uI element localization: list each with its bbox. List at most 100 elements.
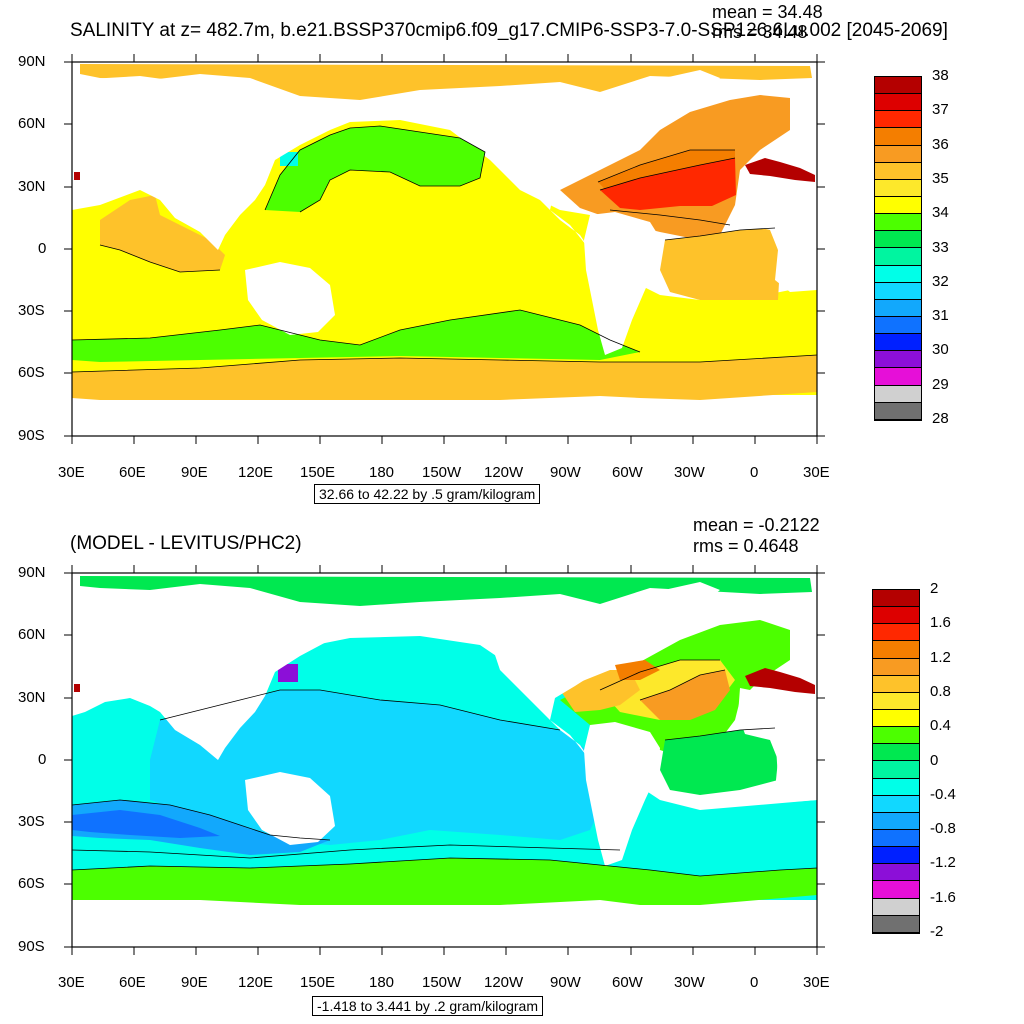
colorbar-swatch <box>873 812 919 830</box>
colorbar-label: 28 <box>932 410 949 427</box>
colorbar-label: 33 <box>932 238 949 256</box>
p1-lon-4: 150E <box>300 464 336 481</box>
colorbar-swatch <box>875 77 921 95</box>
panel1-title: SALINITY at z= 482.7m, b.e21.BSSP370cmip… <box>70 20 948 41</box>
colorbar-label: 30 <box>932 341 949 359</box>
p1-lon-3: 120E <box>238 464 274 481</box>
p1-lon-6: 150W <box>422 464 462 481</box>
p1-lon-9: 60W <box>612 464 643 481</box>
colorbar-swatch <box>875 248 921 266</box>
p2-lon-4: 150E <box>300 974 336 991</box>
panel1-rms: rms = 34.48 <box>712 22 808 42</box>
colorbar-swatch <box>875 368 921 386</box>
colorbar-swatch <box>875 402 921 420</box>
colorbar-label: 1.6 <box>930 614 951 632</box>
p2-lon-7: 120W <box>484 974 524 991</box>
p2-lon-10: 30W <box>674 974 705 991</box>
p1-lat-90s: 90S <box>18 427 45 444</box>
colorbar-swatch <box>875 94 921 112</box>
p2-lat-60n: 60N <box>18 626 46 643</box>
panel1-colorbar <box>874 76 922 421</box>
colorbar-swatch <box>873 607 919 625</box>
colorbar-label: -0.4 <box>930 785 956 803</box>
colorbar-label: 2 <box>930 580 939 597</box>
panel1-ticks <box>64 54 825 444</box>
colorbar-swatch <box>875 179 921 197</box>
p2-lat-0: 0 <box>38 751 47 768</box>
colorbar-label: -1.2 <box>930 854 956 872</box>
p2-lon-6: 150W <box>422 974 462 991</box>
colorbar-swatch <box>875 265 921 283</box>
p1-lat-30n: 30N <box>18 178 46 195</box>
colorbar-swatch <box>873 727 919 745</box>
p2-lon-12: 30E <box>803 974 830 991</box>
panel2-mean: mean = -0.2122 <box>693 515 820 535</box>
colorbar-swatch <box>875 385 921 403</box>
colorbar-label: 37 <box>932 101 949 119</box>
colorbar-swatch <box>875 316 921 335</box>
colorbar-swatch <box>873 829 919 848</box>
p1-lon-7: 120W <box>484 464 524 481</box>
p2-lat-30s: 30S <box>18 813 45 830</box>
colorbar-label: -0.8 <box>930 820 956 838</box>
colorbar-swatch <box>873 709 919 728</box>
p1-lat-0: 0 <box>38 240 47 257</box>
p2-lon-8: 90W <box>550 974 581 991</box>
colorbar-label: 31 <box>932 307 949 325</box>
panel2-caption: -1.418 to 3.441 by .2 gram/kilogram <box>312 996 544 1016</box>
p1-lon-1: 60E <box>119 464 146 481</box>
p1-lat-60n: 60N <box>18 115 46 132</box>
p2-lon-0: 30E <box>58 974 85 991</box>
p1-lon-11: 0 <box>750 464 759 481</box>
panel1-mean: mean = 34.48 <box>712 2 823 22</box>
panel2-ticks <box>64 565 825 955</box>
colorbar-swatch <box>873 898 919 916</box>
colorbar-swatch <box>875 282 921 300</box>
panel1-map <box>64 54 825 444</box>
p1-lon-0: 30E <box>58 464 85 481</box>
p1-lat-60s: 60S <box>18 364 45 381</box>
colorbar-swatch <box>873 795 919 813</box>
colorbar-swatch <box>873 761 919 779</box>
colorbar-swatch <box>873 675 919 693</box>
colorbar-swatch <box>875 231 921 249</box>
colorbar-label: 35 <box>932 169 949 187</box>
colorbar-swatch <box>875 145 921 163</box>
p2-lon-11: 0 <box>750 974 759 991</box>
colorbar-label: 29 <box>932 375 949 393</box>
colorbar-swatch <box>873 864 919 882</box>
colorbar-swatch <box>873 624 919 642</box>
colorbar-swatch <box>875 334 921 352</box>
colorbar-label: 32 <box>932 272 949 290</box>
colorbar-swatch <box>875 162 921 180</box>
p2-lat-90n: 90N <box>18 564 46 581</box>
colorbar-swatch <box>875 111 921 129</box>
p1-lat-90n: 90N <box>18 53 46 70</box>
colorbar-swatch <box>873 778 919 796</box>
panel1-caption: 32.66 to 42.22 by .5 gram/kilogram <box>314 484 541 504</box>
p1-lon-2: 90E <box>181 464 208 481</box>
p2-lon-5: 180 <box>369 974 395 991</box>
p2-lon-1: 60E <box>119 974 146 991</box>
p1-lon-5: 180 <box>369 464 395 481</box>
colorbar-label: 0.8 <box>930 682 951 700</box>
colorbar-swatch <box>873 881 919 899</box>
colorbar-swatch <box>873 641 919 659</box>
colorbar-swatch <box>873 915 919 933</box>
p2-lat-30n: 30N <box>18 689 46 706</box>
colorbar-swatch <box>873 744 919 762</box>
p1-lat-30s: 30S <box>18 302 45 319</box>
colorbar-label: 34 <box>932 204 949 222</box>
colorbar-label: -2 <box>930 923 944 940</box>
colorbar-label: 36 <box>932 135 949 153</box>
colorbar-swatch <box>875 351 921 369</box>
p2-lon-9: 60W <box>612 974 643 991</box>
colorbar-swatch <box>875 214 921 232</box>
p2-lon-3: 120E <box>238 974 274 991</box>
colorbar-swatch <box>875 196 921 215</box>
p1-lon-10: 30W <box>674 464 705 481</box>
p2-lat-90s: 90S <box>18 938 45 955</box>
colorbar-swatch <box>873 590 919 608</box>
panel2-colorbar <box>872 589 920 934</box>
